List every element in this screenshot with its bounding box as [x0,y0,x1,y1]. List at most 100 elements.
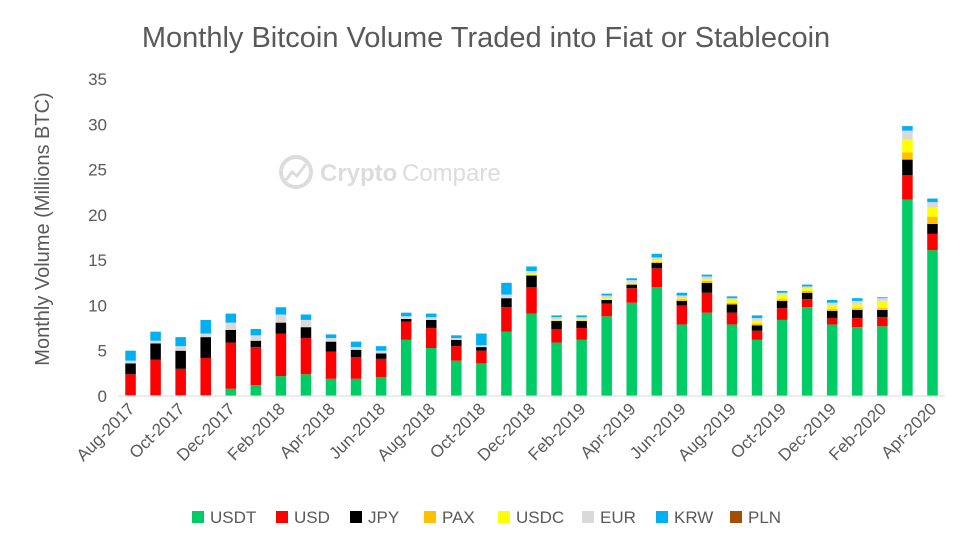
bar-segment-jpy [776,300,788,309]
bar-segment-usdt [726,324,738,396]
bar-segment-jpy [150,343,161,360]
bar-segment-usdc [927,207,938,217]
bar-segment-usdc [852,304,863,309]
bar-segment-pax [852,308,863,310]
watermark-logo: Crypto Compare [279,155,501,189]
bar-segment-krw [927,198,938,203]
bar-segment-usd [826,318,838,325]
bar-segment-eur [576,317,587,320]
watermark-brand-a: Crypto [320,160,397,187]
bar-segment-usdc [601,298,612,300]
bar-segment-eur [125,360,136,364]
bar-segment-usdt [350,378,362,396]
bar-segment-usd [626,288,638,303]
legend-item-pln: PLN [730,508,781,527]
bar-segment-pax [701,280,713,283]
legend-swatch [192,511,204,523]
bar-segment-jpy [651,262,663,269]
bar-segment-krw [776,290,788,293]
bar-segment-usd [325,351,337,379]
bar-segment-jpy [801,292,813,300]
bar-segment-usd [801,299,813,308]
bar-segment-eur [175,346,186,351]
legend-swatch [276,511,288,523]
legend-item-eur: EUR [582,508,636,527]
bar-segment-jpy [726,304,738,313]
bar-segment-eur [501,294,512,299]
bar-segment-eur [451,338,462,340]
bar-segment-usd [275,333,287,377]
bar-segment-jpy [451,339,462,347]
bar-segment-eur [200,333,211,338]
bar-segment-jpy [501,298,512,308]
bar-segment-krw [250,328,262,336]
bar-segment-jpy [400,319,412,322]
bar-segment-usdt [601,316,612,396]
bar-segment-usdt [375,376,387,396]
bar-segment-jpy [175,350,186,369]
bar-segment-eur [551,317,562,320]
bar-segment-usdt [902,199,913,396]
y-tick-label: 5 [98,342,107,361]
bar-segment-usdt [325,378,337,396]
bars [125,126,938,396]
bar-segment-krw [701,274,713,277]
bar-segment-jpy [551,320,562,329]
y-tick-label: 20 [88,206,107,225]
bar-segment-eur [801,286,813,289]
bar-segment-jpy [877,309,888,318]
bar-segment-usdc [701,279,713,281]
bar-segment-eur [902,130,913,140]
bar-segment-usdc [826,305,838,310]
bar-segment-eur [425,317,437,320]
bar-segment-usdt [751,339,763,396]
bar-segment-usdc [726,299,738,303]
bar-segment-jpy [300,327,312,339]
y-axis: 0 5 10 15 20 25 30 35 [88,70,107,406]
bar-segment-jpy [125,363,136,375]
bar-segment-usdt [425,348,437,396]
bar-segment-eur [877,298,888,301]
legend-swatch [424,511,436,523]
bar-segment-krw [425,313,437,318]
bar-segment-usdt [877,326,888,396]
bar-segment-jpy [927,223,938,234]
bar-segment-usdc [651,260,663,262]
y-tick-label: 30 [88,115,107,134]
bar-segment-eur [601,295,612,299]
bar-segment-usd [250,347,262,386]
bar-segment-usd [400,321,412,340]
bar-segment-krw [375,346,387,351]
bar-segment-krw [651,253,663,258]
bar-segment-krw [877,297,888,299]
bar-segment-eur [250,335,262,341]
legend-label: PLN [748,508,781,527]
bar-segment-krw [626,278,638,281]
bar-segment-krw [601,293,612,296]
bar-segment-jpy [852,309,863,319]
bar-segment-eur [751,318,763,321]
bar-segment-usd [902,175,913,200]
bar-segment-usd [200,357,211,396]
legend-label: KRW [674,508,713,527]
bar-segment-krw [576,315,587,318]
bar-segment-pax [776,299,788,301]
bar-segment-jpy [576,320,587,329]
bar-segment-eur [651,257,663,261]
bar-segment-usdt [526,313,537,396]
y-tick-label: 15 [88,251,107,270]
bar-segment-usdc [751,320,763,324]
bar-segment-pax [927,216,938,224]
x-tick-label: Apr-2020 [877,399,940,462]
bar-segment-usd [175,368,186,396]
bar-segment-jpy [275,322,287,334]
watermark-brand-b: Compare [402,160,501,187]
bar-segment-usd [350,357,362,379]
bar-segment-jpy [225,329,237,343]
legend-item-jpy: JPY [350,508,399,527]
x-tick-label: Aug-2017 [73,399,139,465]
bar-segment-eur [852,300,863,305]
bar-segment-usdt [551,342,562,396]
bar-segment-jpy [676,300,688,306]
bar-segment-usdt [852,327,863,396]
